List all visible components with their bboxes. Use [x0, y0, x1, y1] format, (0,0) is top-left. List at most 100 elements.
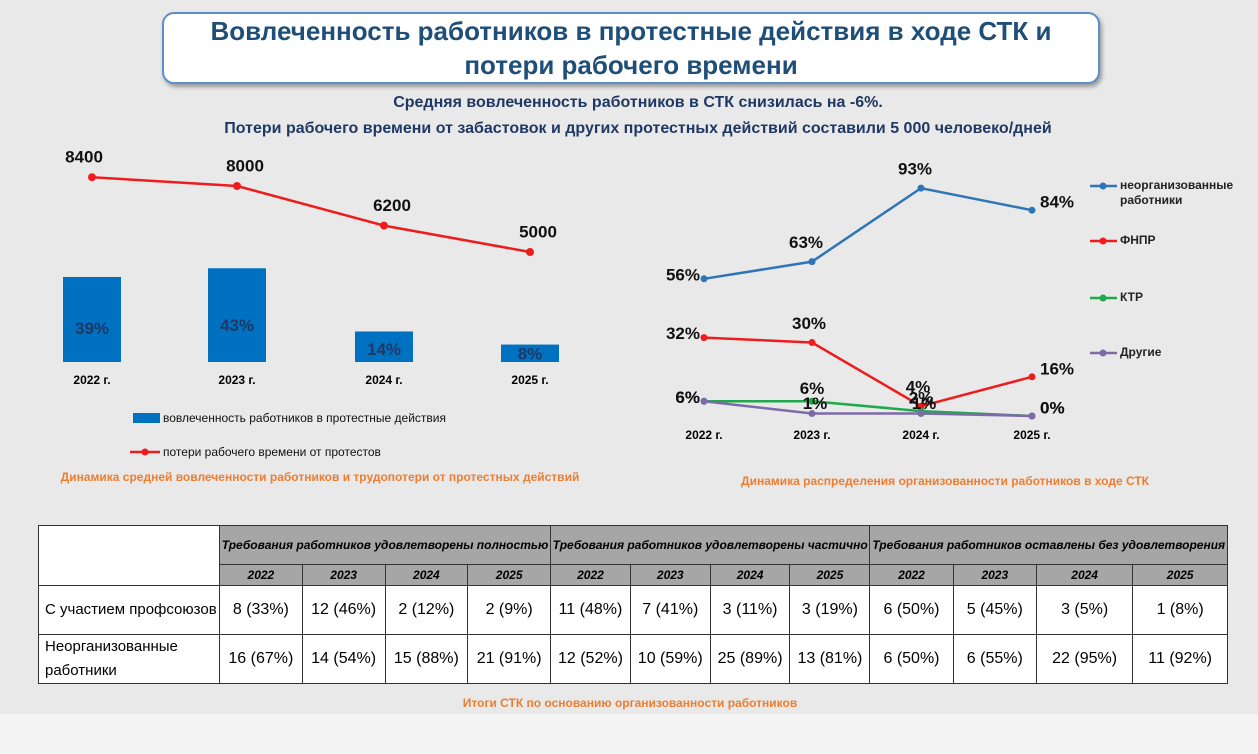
- point: [700, 275, 708, 283]
- point-label: 32%: [666, 324, 700, 343]
- year-header: 2022: [550, 564, 631, 586]
- x-tick-label: 2025 г.: [511, 373, 548, 387]
- legend-dot: [1099, 182, 1107, 190]
- cell: 11 (92%): [1132, 634, 1228, 684]
- point-label: 0%: [1040, 398, 1065, 417]
- point: [808, 258, 816, 266]
- footer-strip: [0, 714, 1258, 754]
- point: [700, 334, 708, 342]
- year-header: 2024: [709, 564, 791, 586]
- year-header: 2025: [1132, 564, 1228, 586]
- cell: 5 (45%): [952, 585, 1037, 635]
- point-label: 5000: [519, 222, 557, 241]
- point-label: 1%: [803, 394, 828, 413]
- point-label: 8400: [65, 148, 103, 167]
- point-label: 0%: [1040, 398, 1065, 417]
- cell: 14 (54%): [301, 634, 386, 684]
- table-caption: Итоги СТК по основанию организованности …: [462, 696, 798, 710]
- cell: 2 (12%): [384, 585, 469, 635]
- x-tick-label: 2024 г.: [365, 373, 402, 387]
- x-tick-label: 2023 г.: [218, 373, 255, 387]
- year-header: 2024: [384, 564, 469, 586]
- cell: 6 (55%): [952, 634, 1037, 684]
- cell: 21 (91%): [467, 634, 552, 684]
- cell: 22 (95%): [1035, 634, 1134, 684]
- point: [526, 248, 534, 256]
- results-table: Требования работников удовлетворены полн…: [38, 525, 1228, 684]
- bar-label: 8%: [518, 344, 543, 363]
- point-label: 6%: [675, 388, 700, 407]
- point: [917, 184, 925, 192]
- point: [1028, 373, 1036, 381]
- cell: 1 (8%): [1132, 585, 1228, 635]
- row-label: Неорганизованные работники: [38, 634, 220, 684]
- cell: 10 (59%): [629, 634, 711, 684]
- cell: 6 (50%): [869, 585, 954, 635]
- point-label: 4%: [906, 378, 931, 397]
- year-header: 2022: [869, 564, 954, 586]
- group-header: Требования работников удовлетворены полн…: [218, 525, 552, 565]
- bar: [208, 268, 266, 362]
- point: [233, 182, 241, 190]
- chart-caption: Динамика распределения организованности …: [741, 474, 1149, 488]
- legend-label: Другие: [1120, 345, 1162, 359]
- chart-caption: Динамика средней вовлеченности работнико…: [60, 470, 580, 484]
- point-label: 6200: [373, 196, 411, 215]
- line: [703, 336, 1033, 408]
- point: [917, 402, 925, 410]
- line: [703, 186, 1033, 281]
- point: [700, 397, 708, 405]
- bar: [501, 344, 559, 362]
- cell: 7 (41%): [629, 585, 711, 635]
- point-label: 56%: [666, 265, 700, 284]
- cell: 8 (33%): [219, 585, 303, 635]
- year-header: 2022: [219, 564, 303, 586]
- point-label: 30%: [792, 314, 826, 333]
- x-tick-label: 2022 г.: [73, 373, 110, 387]
- point-label: 84%: [1040, 193, 1074, 212]
- title: Вовлеченность работников в протестные де…: [162, 12, 1100, 84]
- point-label: 63%: [789, 233, 823, 252]
- point-label: 1%: [912, 394, 937, 413]
- point-label: 6%: [675, 388, 700, 407]
- point-label: 16%: [1040, 359, 1074, 378]
- cell: 12 (46%): [301, 585, 386, 635]
- legend-label: вовлеченность работников в протестные де…: [163, 411, 446, 425]
- cell: 3 (5%): [1035, 585, 1134, 635]
- x-tick-label: 2023 г.: [793, 428, 830, 442]
- legend-label: ФНПР: [1120, 233, 1156, 247]
- subtitle: Потери рабочего времени от забастовок и …: [224, 120, 1052, 137]
- cell: 3 (11%): [709, 585, 791, 635]
- year-header: 2023: [629, 564, 711, 586]
- group-header: Требования работников оставлены без удов…: [869, 525, 1228, 565]
- corner-cell: [38, 525, 220, 586]
- legend-label: потери рабочего времени от протестов: [163, 445, 381, 459]
- table-row: С участием профсоюзов 8 (33%) 12 (46%) 2 (1…: [38, 585, 1228, 635]
- table-row: Неорганизованные работники 16 (67%) 14 (54…: [38, 634, 1228, 684]
- legend-label: КТР: [1120, 290, 1143, 304]
- cell: 12 (52%): [550, 634, 631, 684]
- line: [91, 175, 531, 254]
- cell: 16 (67%): [219, 634, 303, 684]
- point: [1028, 412, 1036, 420]
- bar-label: 14%: [367, 340, 401, 359]
- bar: [63, 276, 121, 362]
- group-header: Требования работников удовлетворены част…: [550, 525, 871, 565]
- line: [703, 400, 1033, 418]
- cell: 3 (19%): [789, 585, 871, 635]
- bar-label: 43%: [220, 316, 254, 335]
- point: [88, 173, 96, 182]
- x-tick-label: 2024 г.: [902, 428, 939, 442]
- cell: 6 (50%): [869, 634, 954, 684]
- x-tick-label: 2025 г.: [1013, 428, 1050, 442]
- point-label: 93%: [898, 160, 932, 179]
- point: [380, 221, 388, 230]
- point-label: 8000: [226, 156, 264, 175]
- cell: 2 (9%): [467, 585, 552, 635]
- subtitle: Средняя вовлеченность работников в СТК с…: [393, 94, 883, 111]
- cell: 13 (81%): [789, 634, 871, 684]
- legend-dot: [141, 448, 149, 456]
- year-header: 2023: [301, 564, 386, 586]
